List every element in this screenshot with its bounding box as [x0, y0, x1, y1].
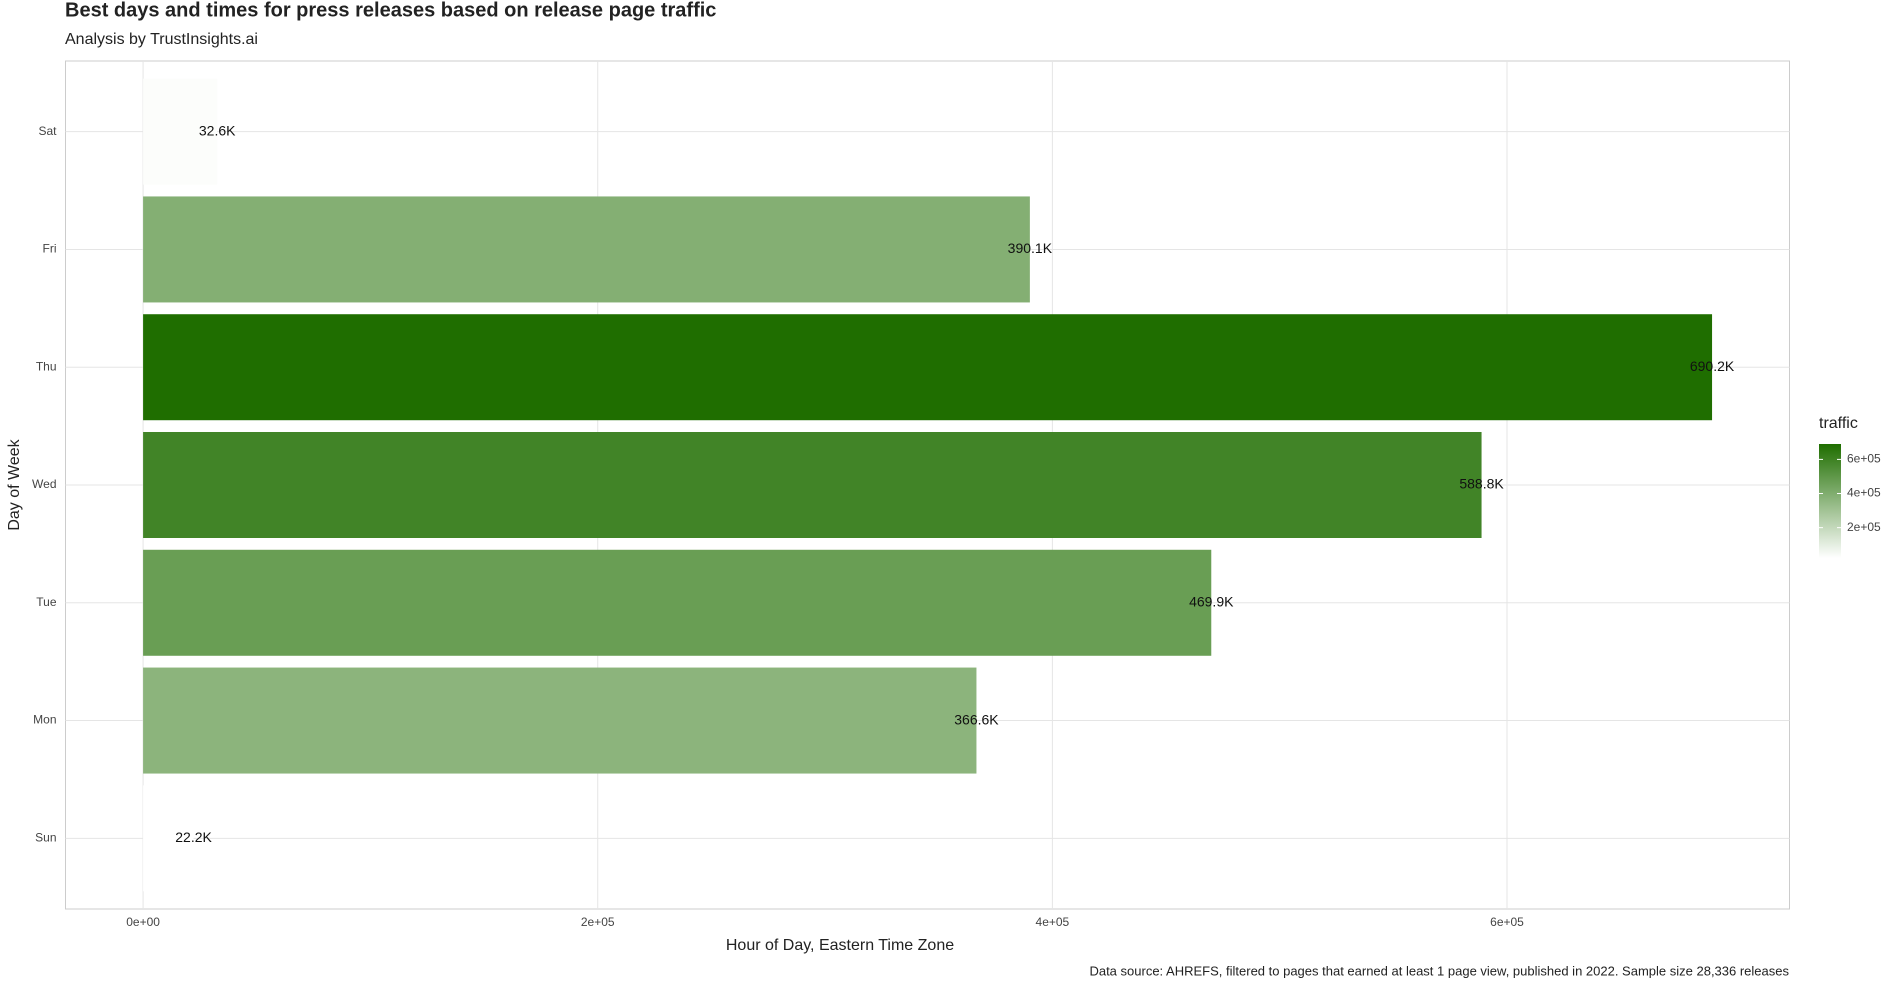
- caption: Data source: AHREFS, filtered to pages t…: [1089, 963, 1789, 978]
- y-tick-label: Tue: [36, 595, 57, 609]
- value-label: 588.8K: [1459, 476, 1504, 492]
- x-tick-label: 2e+05: [581, 915, 615, 929]
- bar: [143, 314, 1713, 421]
- colorbar-label: 6e+05: [1847, 452, 1881, 466]
- y-tick-label: Sat: [38, 124, 57, 138]
- value-label: 390.1K: [1008, 240, 1053, 256]
- chart-subtitle: Analysis by TrustInsights.ai: [65, 31, 258, 48]
- bar: [143, 785, 194, 892]
- y-axis-title: Day of Week: [6, 438, 23, 530]
- value-label: 366.6K: [954, 711, 999, 727]
- x-tick-label: 6e+05: [1490, 915, 1524, 929]
- chart-title: Best days and times for press releases b…: [65, 0, 716, 21]
- colorbar: [1819, 444, 1841, 558]
- x-axis-title: Hour of Day, Eastern Time Zone: [726, 937, 954, 954]
- bar: [143, 196, 1030, 303]
- x-tick-label: 4e+05: [1036, 915, 1070, 929]
- bar: [143, 78, 218, 185]
- y-tick-label: Thu: [36, 359, 57, 373]
- y-tick-label: Sun: [35, 831, 56, 845]
- y-tick-label: Wed: [32, 477, 56, 491]
- x-tick-label: 0e+00: [126, 915, 160, 929]
- colorbar-label: 4e+05: [1847, 486, 1881, 500]
- bar: [143, 549, 1212, 656]
- y-tick-label: Mon: [33, 713, 56, 727]
- value-label: 690.2K: [1690, 358, 1735, 374]
- value-label: 32.6K: [199, 122, 236, 138]
- value-label: 469.9K: [1189, 593, 1234, 609]
- legend-title: traffic: [1819, 415, 1858, 432]
- bar: [143, 667, 977, 774]
- value-label: 22.2K: [175, 829, 212, 845]
- bar: [143, 432, 1482, 538]
- y-tick-label: Fri: [43, 242, 57, 256]
- colorbar-label: 2e+05: [1847, 520, 1881, 534]
